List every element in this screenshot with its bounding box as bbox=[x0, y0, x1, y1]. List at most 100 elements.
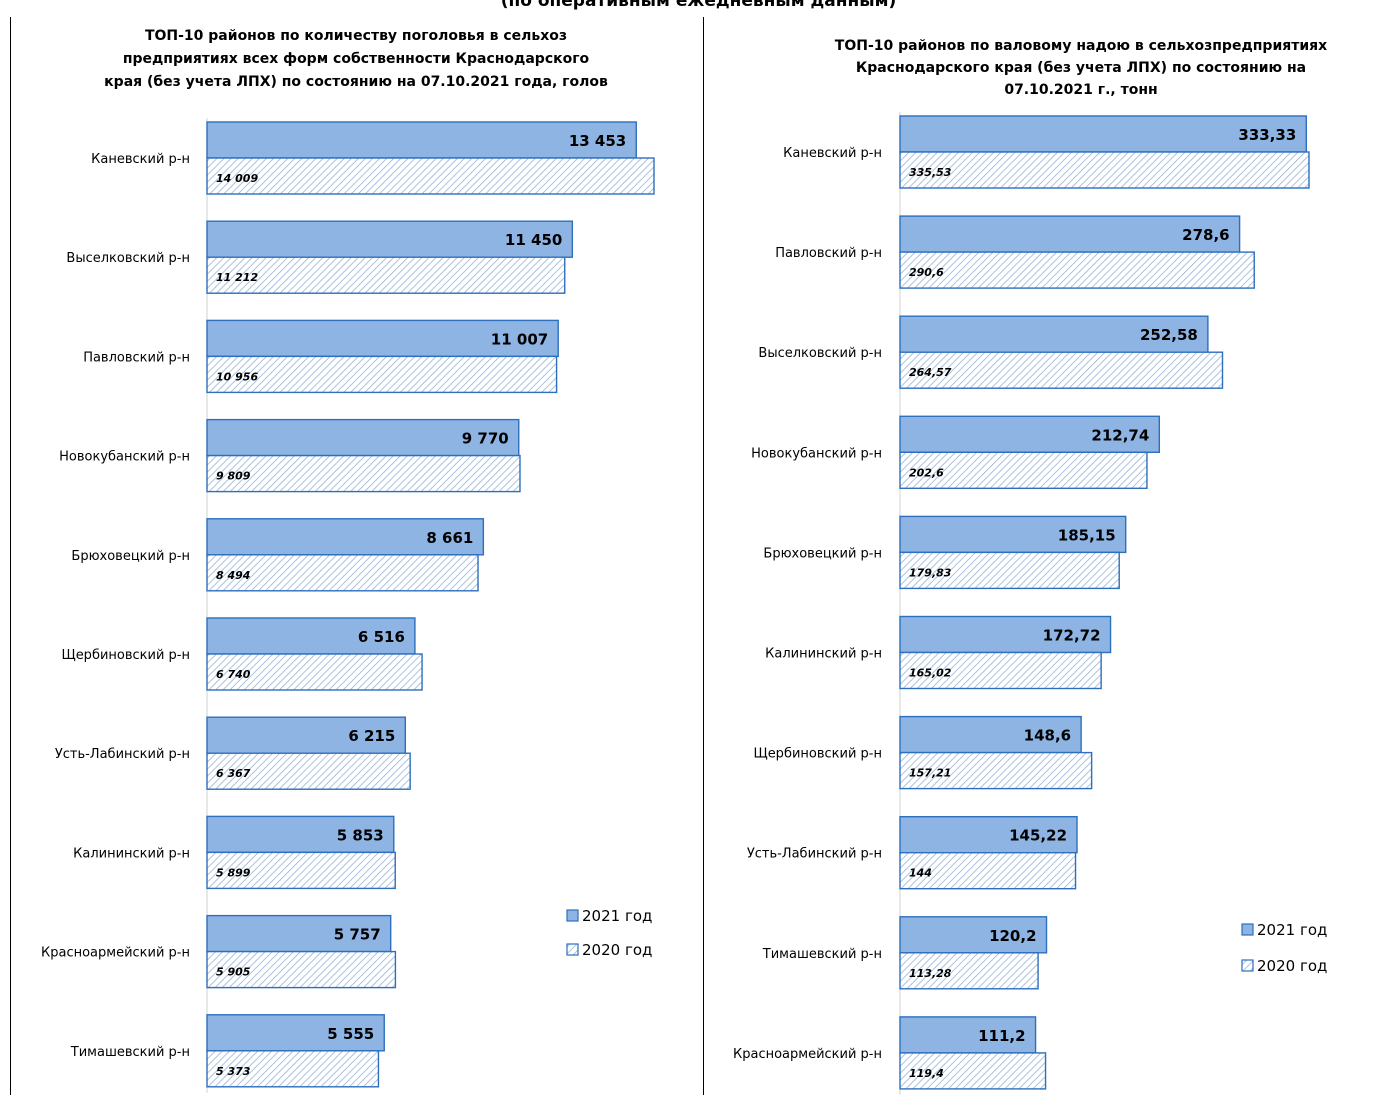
data-label-2020: 202,6 bbox=[909, 466, 944, 479]
bar-2021 bbox=[899, 415, 1161, 453]
bar-2021 bbox=[899, 816, 1078, 854]
bar-2021 bbox=[899, 315, 1209, 353]
bar-2020 bbox=[899, 151, 1310, 189]
data-label-2021: 145,22 bbox=[1009, 827, 1067, 845]
category-label: Усть-Лабинский р-н bbox=[55, 747, 190, 762]
data-label-2020: 5 899 bbox=[216, 866, 251, 879]
category-label: Калининский р-н bbox=[73, 846, 190, 861]
data-label-2020: 9 809 bbox=[216, 470, 251, 483]
bar-2020 bbox=[206, 950, 397, 989]
frame-divider-left bbox=[10, 17, 11, 1095]
bar-2021 bbox=[206, 815, 395, 854]
category-label: Тимашевский р-н bbox=[70, 1045, 190, 1060]
chart-milk-yield: ТОП-10 районов по валовому надою в сельх… bbox=[733, 38, 1327, 1095]
legend-swatch bbox=[566, 909, 579, 922]
bar-2020 bbox=[899, 451, 1148, 489]
data-label-2021: 8 661 bbox=[426, 529, 473, 547]
category-label: Выселковский р-н bbox=[66, 251, 190, 266]
category-label: Калининский р-н bbox=[765, 647, 882, 662]
data-label-2021: 5 555 bbox=[327, 1025, 374, 1043]
data-label-2020: 335,53 bbox=[909, 166, 952, 179]
bar-2021 bbox=[899, 115, 1308, 153]
bar-2020 bbox=[206, 157, 655, 195]
data-label-2021: 5 757 bbox=[334, 926, 381, 944]
bar-2021 bbox=[206, 220, 574, 258]
data-label-2021: 11 450 bbox=[505, 231, 562, 249]
legend-label: 2020 год bbox=[582, 941, 652, 959]
data-label-2021: 148,6 bbox=[1024, 727, 1071, 745]
data-label-2020: 113,28 bbox=[909, 967, 952, 980]
data-label-2020: 179,83 bbox=[909, 566, 952, 579]
category-label: Каневский р-н bbox=[783, 146, 882, 161]
category-label: Усть-Лабинский р-н bbox=[747, 847, 882, 862]
bar-2020 bbox=[899, 751, 1093, 790]
bar-2021 bbox=[899, 615, 1112, 654]
legend-swatch bbox=[1241, 923, 1254, 936]
data-label-2021: 185,15 bbox=[1058, 526, 1116, 544]
data-label-2021: 11 007 bbox=[491, 330, 548, 348]
page-title: (по оперативным ежедневным данным) bbox=[500, 0, 897, 11]
data-label-2021: 252,58 bbox=[1140, 326, 1198, 344]
category-label: Новокубанский р-н bbox=[751, 446, 882, 461]
bar-2020 bbox=[899, 1052, 1047, 1090]
data-label-2021: 111,2 bbox=[978, 1027, 1025, 1045]
data-label-2020: 290,6 bbox=[909, 266, 944, 279]
data-label-2020: 14 009 bbox=[216, 172, 258, 185]
data-label-2020: 157,21 bbox=[909, 767, 951, 780]
bar-2021 bbox=[899, 715, 1082, 754]
category-label: Тимашевский р-н bbox=[762, 947, 882, 962]
bar-2020 bbox=[206, 355, 558, 394]
frame-divider-middle bbox=[703, 17, 704, 1095]
data-label-2020: 119,4 bbox=[909, 1067, 944, 1080]
category-label: Павловский р-н bbox=[775, 246, 882, 261]
category-label: Брюховецкий р-н bbox=[763, 546, 882, 561]
data-label-2020: 8 494 bbox=[216, 569, 250, 582]
data-label-2021: 212,74 bbox=[1091, 426, 1149, 444]
data-label-2020: 144 bbox=[909, 867, 932, 880]
bar-2020 bbox=[899, 251, 1255, 289]
data-label-2021: 120,2 bbox=[989, 927, 1036, 945]
legend-label: 2020 год bbox=[1257, 957, 1327, 975]
bar-2020 bbox=[206, 454, 521, 493]
bar-2021 bbox=[206, 914, 392, 953]
bar-2020 bbox=[206, 653, 423, 691]
data-label-2021: 6 215 bbox=[348, 727, 395, 745]
data-label-2021: 5 853 bbox=[337, 826, 384, 844]
bar-2020 bbox=[206, 256, 566, 294]
data-label-2020: 165,02 bbox=[909, 667, 952, 680]
category-label: Новокубанский р-н bbox=[59, 450, 190, 465]
category-label: Выселковский р-н bbox=[758, 346, 882, 361]
data-label-2021: 9 770 bbox=[462, 430, 509, 448]
data-label-2020: 264,57 bbox=[909, 366, 952, 379]
chart-title-line: края (без учета ЛПХ) по состоянию на 07.… bbox=[104, 74, 608, 90]
category-label: Щербиновский р-н bbox=[753, 747, 882, 762]
bar-2020 bbox=[206, 752, 411, 790]
category-label: Красноармейский р-н bbox=[733, 1047, 882, 1062]
data-label-2020: 10 956 bbox=[216, 370, 258, 383]
data-label-2020: 6 367 bbox=[216, 767, 251, 780]
data-label-2021: 333,33 bbox=[1238, 126, 1296, 144]
data-label-2020: 6 740 bbox=[216, 668, 251, 681]
data-label-2020: 5 905 bbox=[216, 966, 251, 979]
data-label-2020: 5 373 bbox=[216, 1065, 251, 1078]
legend-label: 2021 год bbox=[582, 907, 652, 925]
category-label: Щербиновский р-н bbox=[61, 648, 190, 663]
bar-2020 bbox=[899, 351, 1224, 389]
bar-2020 bbox=[899, 952, 1039, 990]
category-label: Красноармейский р-н bbox=[41, 946, 190, 961]
chart-livestock: ТОП-10 районов по количеству поголовья в… bbox=[41, 28, 655, 1093]
category-label: Павловский р-н bbox=[83, 350, 190, 365]
data-label-2021: 278,6 bbox=[1182, 226, 1229, 244]
bar-2020 bbox=[899, 651, 1102, 690]
bar-2020 bbox=[206, 851, 396, 890]
chart-title-line: ТОП-10 районов по количеству поголовья в… bbox=[145, 28, 567, 44]
chart-title-line: 07.10.2021 г., тонн bbox=[1004, 82, 1157, 98]
bar-2021 bbox=[206, 617, 416, 655]
legend-swatch bbox=[566, 943, 579, 956]
bar-2021 bbox=[899, 916, 1048, 954]
bar-2020 bbox=[899, 852, 1077, 890]
bar-2021 bbox=[899, 515, 1127, 554]
bar-2020 bbox=[206, 554, 479, 592]
bar-2021 bbox=[899, 215, 1241, 253]
